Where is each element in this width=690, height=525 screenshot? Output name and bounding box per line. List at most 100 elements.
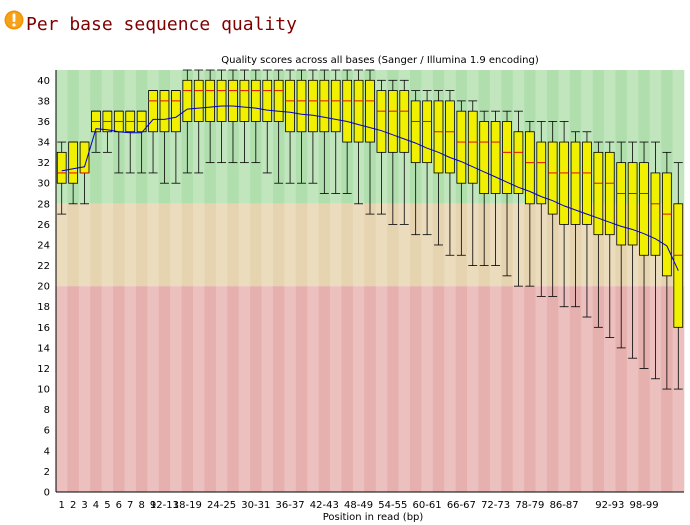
box-16-17 (193, 69, 204, 174)
box-7 (125, 110, 136, 174)
box-4 (91, 110, 101, 153)
zone-reasonable-stripe (158, 203, 171, 287)
box-52-53 (399, 79, 410, 225)
zone-reasonable-stripe (135, 203, 148, 287)
box-24-25 (239, 69, 250, 164)
zone-poor-stripe (307, 286, 319, 492)
y-tick-label: 8 (44, 405, 50, 416)
zone-good-stripe (649, 70, 662, 204)
zone-reasonable-stripe (409, 203, 422, 287)
box-iqr (56, 151, 67, 184)
zone-poor-stripe (649, 286, 662, 492)
box-96-97 (650, 141, 661, 380)
box-iqr (490, 121, 501, 194)
page-title: Per base sequence quality (26, 14, 297, 35)
x-tick-label: 3 (81, 500, 87, 511)
box-28-29 (262, 69, 273, 174)
box-iqr (582, 141, 592, 225)
zone-poor-stripe (615, 286, 628, 492)
box-iqr (650, 172, 661, 256)
zone-poor-stripe (215, 286, 228, 492)
zone-reasonable-stripe (90, 203, 102, 287)
x-tick-label: 48-49 (344, 500, 373, 511)
box-iqr (205, 79, 215, 122)
x-tick-label: 30-31 (241, 500, 270, 511)
zone-poor-stripe (409, 286, 422, 492)
zone-poor-stripe (467, 286, 479, 492)
box-iqr (536, 141, 547, 205)
box-iqr (171, 90, 181, 133)
box-iqr (319, 79, 330, 133)
box-iqr (342, 79, 353, 143)
y-tick-label: 16 (37, 323, 50, 334)
zone-reasonable-stripe (330, 203, 342, 287)
box-46-47 (365, 69, 375, 215)
zone-reasonable-stripe (170, 203, 182, 287)
x-tick-label: 1 (59, 500, 65, 511)
zone-poor-stripe (56, 286, 68, 492)
zone-reasonable-stripe (295, 203, 308, 287)
zone-reasonable-stripe (387, 203, 399, 287)
zone-poor-stripe (238, 286, 251, 492)
zone-poor-stripe (489, 286, 502, 492)
box-78-79 (547, 121, 558, 297)
zone-reasonable-stripe (341, 203, 354, 287)
box-82-83 (570, 131, 581, 308)
zone-reasonable-stripe (56, 203, 68, 287)
y-tick-label: 18 (37, 302, 50, 313)
x-tick-label: 18-19 (173, 500, 202, 511)
box-22-23 (228, 69, 238, 164)
box-32-33 (285, 69, 295, 184)
zone-poor-stripe (227, 286, 239, 492)
y-tick-label: 26 (37, 220, 50, 231)
box-iqr (433, 100, 444, 174)
box-iqr (593, 151, 604, 236)
zone-good-stripe (626, 70, 639, 204)
box-series (56, 69, 684, 390)
box-iqr (627, 162, 638, 246)
box-iqr (159, 90, 170, 133)
box-iqr (410, 100, 421, 164)
x-tick-label: 7 (127, 500, 133, 511)
box-iqr (273, 79, 284, 122)
box-3 (79, 141, 90, 205)
zone-poor-stripe (501, 286, 514, 492)
box-iqr (68, 141, 78, 184)
y-tick-label: 34 (37, 138, 50, 149)
box-26-27 (250, 69, 261, 164)
zone-poor-stripe (535, 286, 548, 492)
box-80-81 (559, 121, 569, 308)
zone-good-stripe (661, 70, 673, 204)
y-tick-label: 30 (37, 179, 50, 190)
zone-reasonable-stripe (78, 203, 91, 287)
box-64-65 (467, 100, 478, 266)
zone-reasonable-stripe (272, 203, 285, 287)
box-34-35 (296, 69, 307, 184)
y-tick-label: 36 (37, 117, 50, 128)
zone-good-stripe (592, 70, 605, 204)
box-18-19 (205, 69, 215, 164)
box-iqr (422, 100, 432, 164)
y-tick-label: 28 (37, 199, 50, 210)
x-tick-label: 42-43 (310, 500, 339, 511)
zone-reasonable-stripe (181, 203, 194, 287)
zone-poor-stripe (158, 286, 171, 492)
zone-reasonable-stripe (227, 203, 239, 287)
y-tick-label: 32 (37, 158, 50, 169)
zone-reasonable-stripe (193, 203, 205, 287)
box-iqr (399, 90, 410, 153)
box-iqr (239, 79, 250, 122)
box-1 (56, 141, 67, 215)
x-tick-label: 12-13 (150, 500, 179, 511)
x-tick-label: 72-73 (481, 500, 510, 511)
x-tick-label: 60-61 (413, 500, 442, 511)
y-tick-label: 2 (44, 467, 50, 478)
box-44-45 (353, 69, 364, 205)
box-iqr (467, 110, 478, 184)
y-tick-label: 22 (37, 261, 50, 272)
zone-reasonable-stripe (238, 203, 251, 287)
zone-poor-stripe (352, 286, 365, 492)
